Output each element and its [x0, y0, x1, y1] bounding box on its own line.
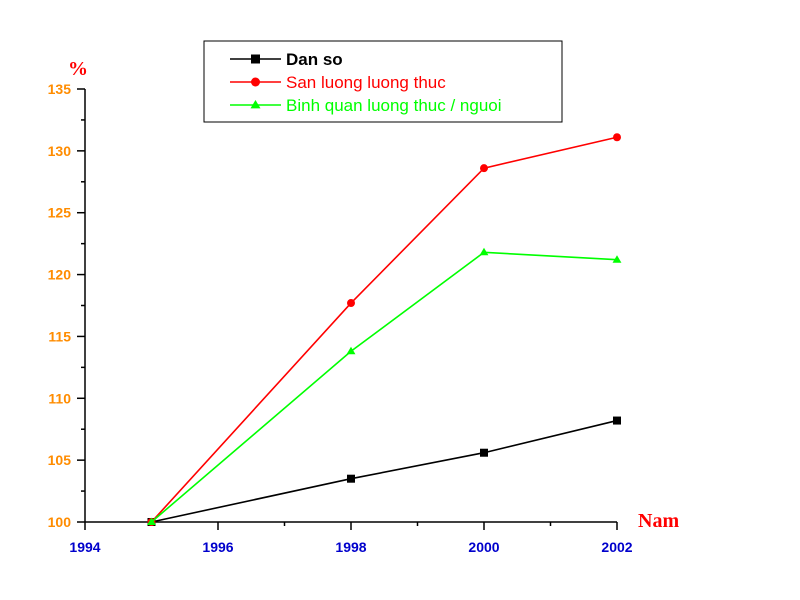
series-1	[147, 133, 621, 526]
data-point	[613, 416, 621, 425]
legend-swatch-marker	[251, 77, 260, 87]
series-2	[147, 247, 622, 525]
series-layer	[147, 133, 622, 526]
legend-label: Binh quan luong thuc / nguoi	[286, 96, 502, 115]
legend: Dan so San luong luong thuc Binh quan luon…	[203, 40, 563, 123]
data-point	[480, 164, 488, 173]
data-point	[346, 346, 356, 355]
y-tick-label: 135	[48, 81, 72, 97]
y-tick-label: 110	[48, 390, 71, 406]
legend-label: Dan so	[286, 50, 343, 69]
legend-item: Binh quan luong thuc / nguoi	[230, 96, 502, 115]
y-tick-label: 125	[48, 205, 72, 221]
legend-label: San luong luong thuc	[286, 73, 446, 92]
data-point	[147, 517, 156, 525]
ticks: 1994 1996 1998 2000 2002 100 105 110 115 120 125 13…	[48, 81, 633, 555]
series-0	[147, 416, 621, 526]
series-line	[151, 419, 618, 523]
legend-swatch-marker	[251, 54, 260, 64]
x-tick-label: 1994	[69, 539, 100, 555]
y-tick-label: 130	[48, 143, 72, 159]
x-tick-label: 1996	[202, 539, 233, 555]
series-line	[150, 136, 618, 523]
y-axis-title: %	[68, 58, 88, 80]
data-point	[612, 255, 622, 263]
y-tick-label: 105	[48, 452, 72, 468]
y-tick-label: 120	[48, 267, 72, 283]
data-point	[613, 133, 621, 142]
data-point	[479, 247, 489, 256]
data-point	[347, 299, 355, 308]
series-line	[150, 251, 618, 523]
x-tick-label: 2000	[468, 539, 499, 555]
legend-item: Dan so	[230, 50, 343, 69]
legend-item: San luong luong thuc	[230, 73, 446, 92]
x-tick-label: 2002	[601, 539, 632, 555]
y-tick-label: 100	[48, 514, 72, 530]
legend-swatch-marker	[250, 99, 261, 109]
data-point	[347, 474, 355, 483]
y-tick-label: 115	[48, 328, 71, 344]
x-tick-label: 1998	[335, 539, 366, 555]
data-point	[480, 448, 488, 457]
x-axis-title: Nam	[638, 510, 679, 532]
